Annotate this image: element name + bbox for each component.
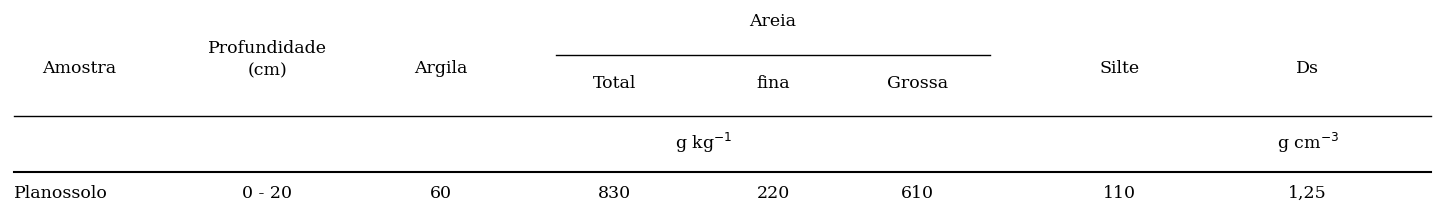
Text: Total: Total [592,76,636,92]
Text: Amostra: Amostra [42,60,117,77]
Text: Ds: Ds [1296,60,1319,77]
Text: Areia: Areia [750,13,796,29]
Text: Silte: Silte [1100,60,1140,77]
Text: 110: 110 [1104,185,1136,202]
Text: 0 - 20: 0 - 20 [243,185,292,202]
Text: fina: fina [756,76,790,92]
Text: Profundidade
(cm): Profundidade (cm) [208,40,327,79]
Text: Planossolo: Planossolo [14,185,108,202]
Text: 1,25: 1,25 [1289,185,1327,202]
Text: 220: 220 [756,185,790,202]
Text: Argila: Argila [415,60,467,77]
Text: g kg$^{-1}$: g kg$^{-1}$ [675,131,733,155]
Text: 830: 830 [598,185,630,202]
Text: g cm$^{-3}$: g cm$^{-3}$ [1277,131,1338,155]
Text: 610: 610 [902,185,933,202]
Text: 60: 60 [429,185,452,202]
Text: Grossa: Grossa [887,76,948,92]
